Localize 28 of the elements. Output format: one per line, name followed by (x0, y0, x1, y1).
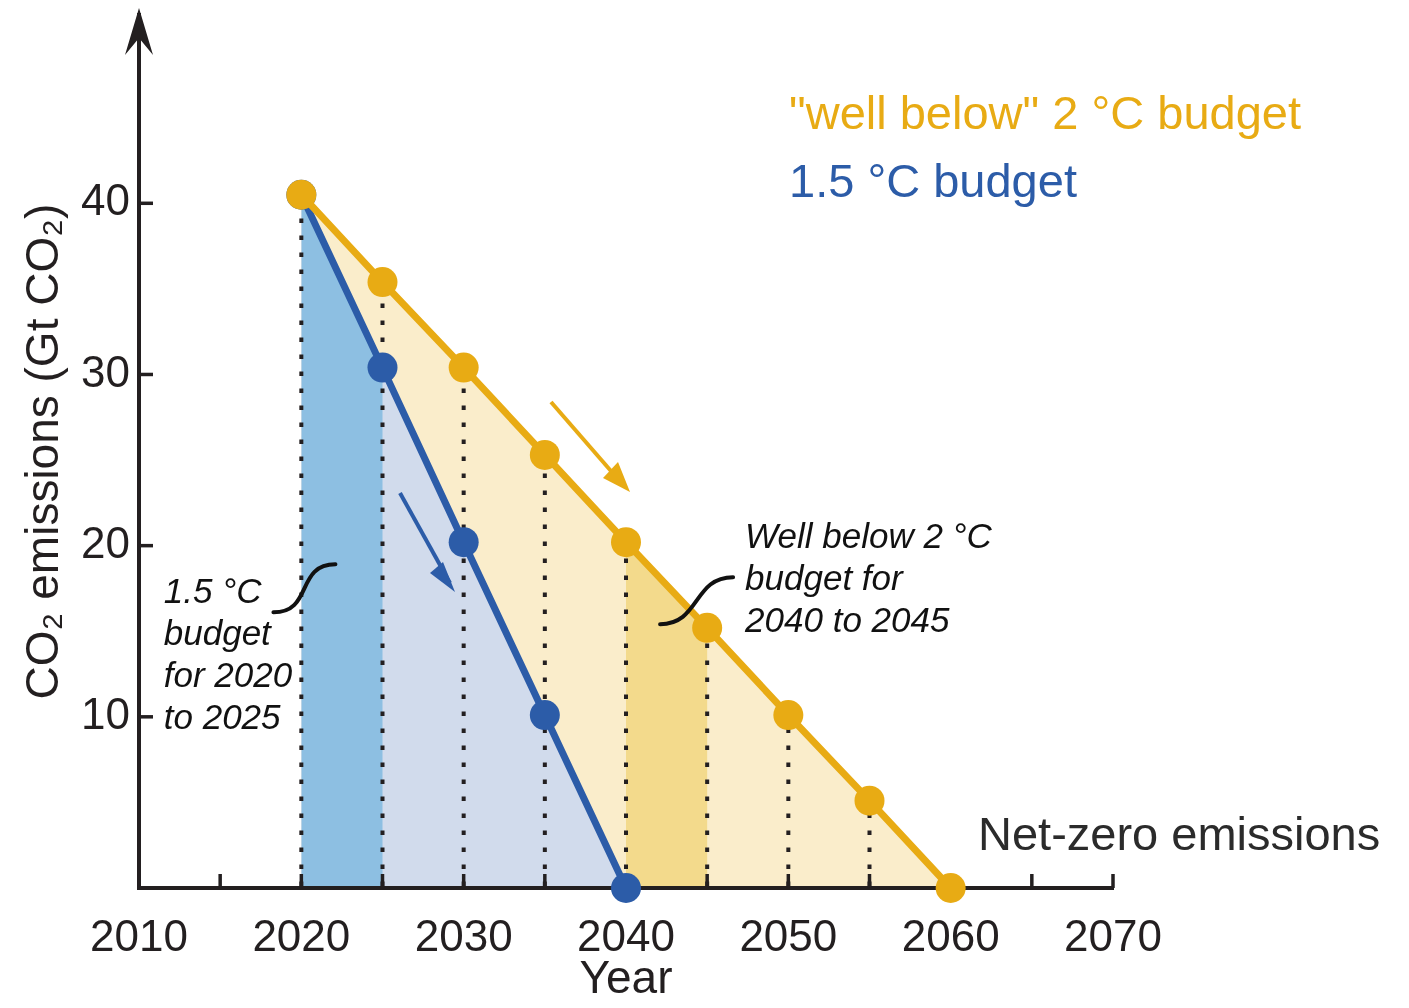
text: "well below" 2 °C budget (789, 85, 1301, 139)
x-tick-label: 2060 (901, 910, 1000, 960)
x-tick-label: 2030 (414, 910, 513, 960)
x-tick-label: 2020 (252, 910, 351, 960)
x-tick-label: 2070 (1064, 910, 1162, 960)
y-tick-label: 20 (81, 517, 130, 567)
y-tick-label: 40 (81, 175, 130, 225)
point (367, 352, 398, 383)
y-axis-title: CO₂ emissions (Gt CO₂) (16, 203, 69, 700)
y-tick-label: 10 (81, 688, 130, 738)
text: 1.5 °C budget (789, 153, 1077, 207)
point (448, 352, 479, 383)
band-label: 1.5 °C budget for 2020 to 2025 (163, 571, 293, 737)
point (611, 873, 641, 903)
x-tick-label: 2010 (90, 910, 188, 960)
point (935, 873, 966, 903)
point (854, 785, 885, 816)
point (367, 267, 398, 298)
x-tick-label: 2050 (739, 910, 838, 960)
point (611, 527, 641, 558)
point (448, 527, 479, 558)
y-tick-label: 30 (81, 346, 130, 396)
point (692, 612, 723, 643)
point (773, 700, 804, 731)
band-label: Well below 2 °C budget for 2040 to 2045 (744, 515, 993, 639)
annotation: Net-zero emissions (978, 806, 1381, 860)
point (529, 439, 560, 470)
point (529, 700, 560, 731)
